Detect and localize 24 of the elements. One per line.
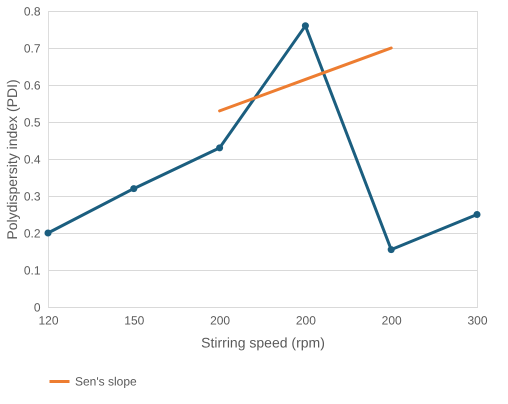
y-tick-label: 0.2 — [24, 226, 41, 240]
point — [302, 22, 309, 30]
point — [473, 210, 481, 218]
y-tick-label: 0.3 — [24, 190, 41, 204]
x-axis-title: Stirring speed (rpm) — [201, 334, 325, 350]
y-tick-label: 0.7 — [24, 42, 41, 56]
y-tick-label: 0 — [34, 300, 41, 314]
y-tick-label: 0.1 — [24, 264, 41, 278]
y-axis-title: Polydispersity index (PDI) — [4, 79, 20, 240]
legend-label: Sen's slope — [75, 374, 137, 388]
x-tick-label: 200 — [296, 314, 316, 328]
point — [216, 144, 224, 152]
x-tick-label: 200 — [382, 314, 402, 328]
point — [44, 229, 52, 237]
y-tick-label: 0.4 — [24, 152, 41, 166]
y-tick-label: 0.5 — [24, 116, 41, 130]
y-tick-label: 0.6 — [24, 78, 41, 92]
x-tick-label: 200 — [210, 314, 230, 328]
x-tick-label: 150 — [124, 314, 145, 328]
point — [388, 246, 395, 254]
x-tick-label: 300 — [467, 314, 488, 328]
x-tick-label: 120 — [38, 314, 59, 328]
y-tick-label: 0.8 — [24, 4, 41, 18]
point — [130, 185, 138, 192]
